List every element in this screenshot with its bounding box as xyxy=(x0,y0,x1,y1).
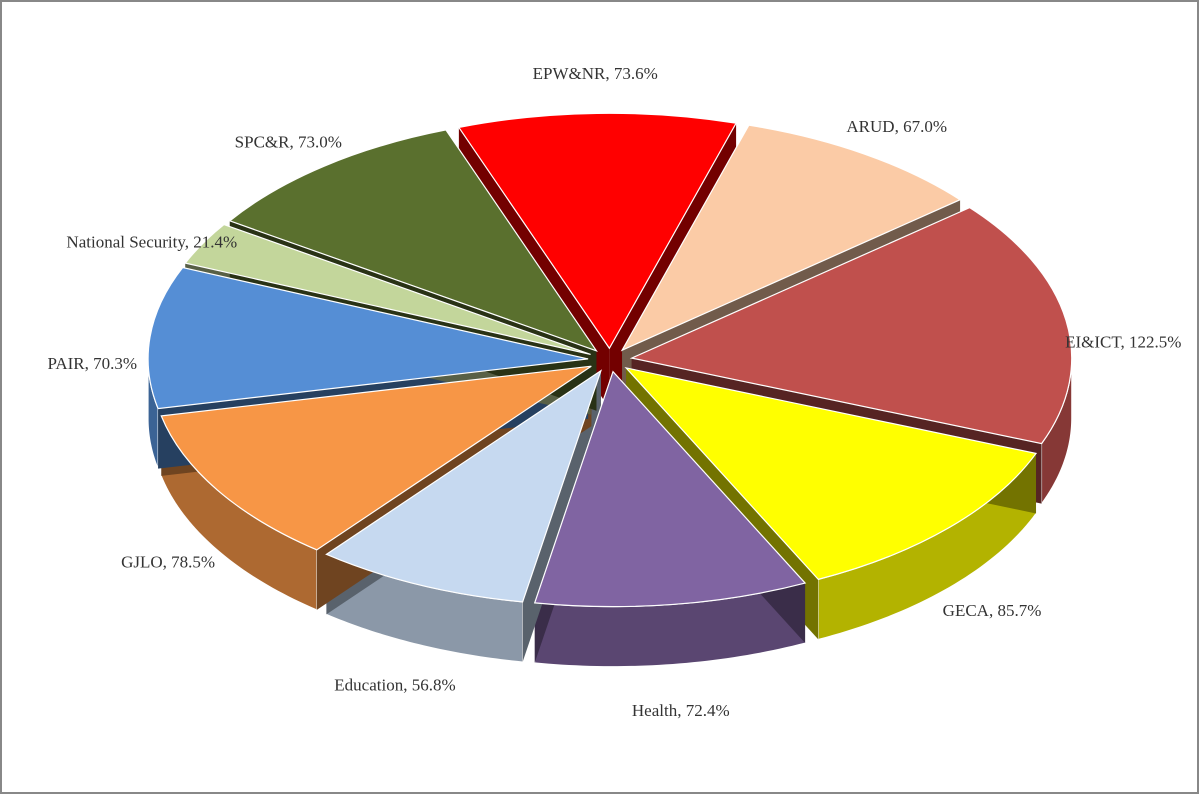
data-label: SPC&R, 73.0% xyxy=(235,132,342,151)
data-label: PAIR, 70.3% xyxy=(47,354,137,373)
data-label: National Security, 21.4% xyxy=(66,233,237,252)
slice xyxy=(147,266,589,410)
slice xyxy=(629,206,1073,445)
data-label: GECA, 85.7% xyxy=(943,601,1042,620)
data-label: ARUD, 67.0% xyxy=(846,117,947,136)
data-label: GJLO, 78.5% xyxy=(121,553,215,572)
slice xyxy=(160,365,592,551)
slice xyxy=(533,370,807,608)
data-label: Health, 72.4% xyxy=(632,701,730,720)
slice xyxy=(620,124,962,352)
slice xyxy=(325,369,603,603)
data-label: EI&ICT, 122.5% xyxy=(1065,333,1181,352)
slice xyxy=(457,112,738,350)
data-label: EPW&NR, 73.6% xyxy=(533,64,658,83)
slice xyxy=(228,129,598,352)
data-label: Education, 56.8% xyxy=(334,675,455,694)
slice xyxy=(624,367,1038,581)
slice xyxy=(184,223,591,356)
